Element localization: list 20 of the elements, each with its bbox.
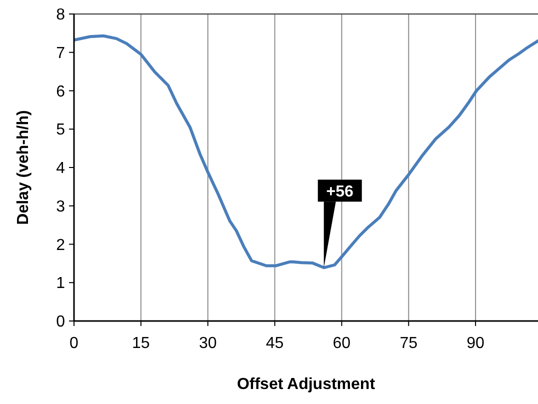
x-tick-label: 75 (400, 335, 418, 352)
y-tick-label: 3 (56, 198, 66, 216)
y-tick-label: 6 (56, 83, 66, 100)
x-tick-label: 15 (132, 335, 150, 352)
y-tick-label: 5 (56, 122, 66, 139)
y-tick-label: 0 (56, 314, 66, 331)
y-tick-label: 1 (56, 275, 66, 292)
y-tick-label: 8 (56, 6, 66, 24)
x-tick-label: 0 (70, 335, 79, 352)
x-tick-label: 30 (198, 335, 217, 352)
y-tick-label: 2 (56, 236, 66, 254)
x-tick-label: 60 (332, 335, 351, 352)
annotation: +56 (326, 183, 354, 200)
x-axis-title: Offset Adjustment (236, 376, 376, 393)
x-tick-label: 90 (466, 335, 485, 352)
y-tick-label: 7 (56, 44, 66, 62)
line-series (74, 34, 538, 270)
y-axis-title: Delay (veh-h/h) (15, 110, 32, 225)
x-tick-label: 45 (266, 335, 284, 352)
y-tick-label: 4 (56, 160, 66, 178)
